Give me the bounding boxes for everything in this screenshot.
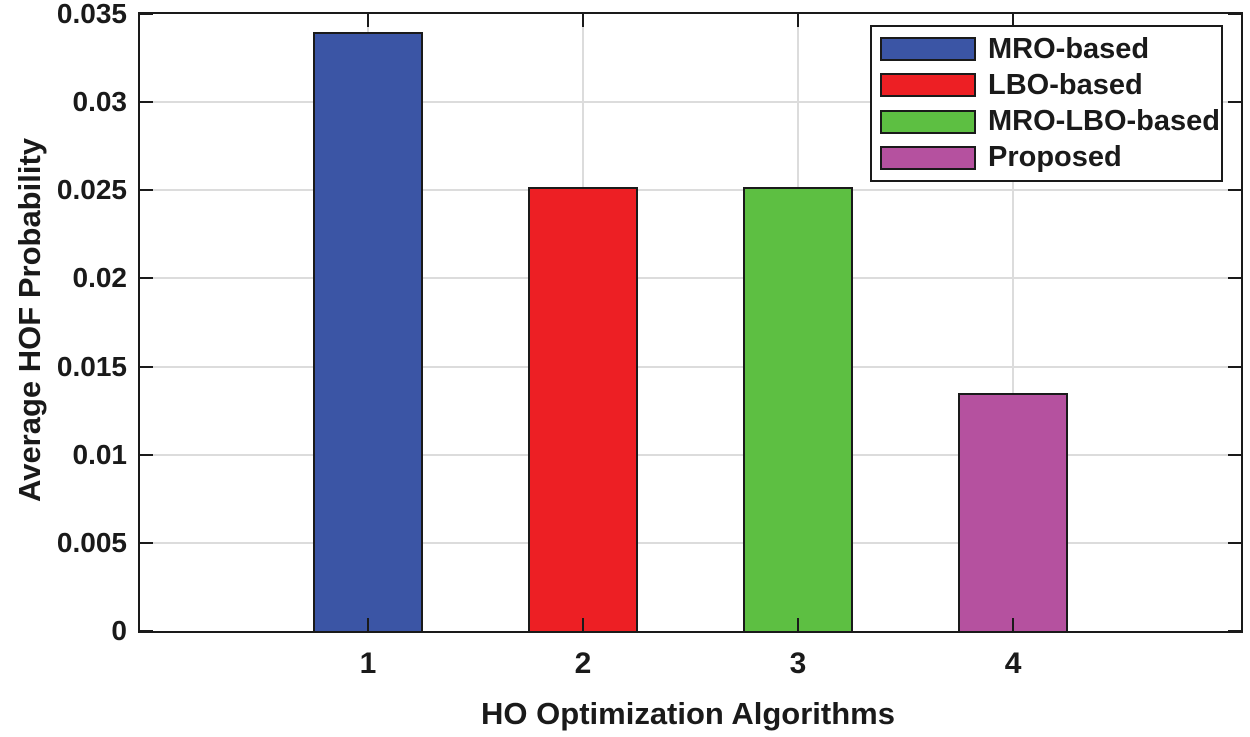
- legend-entry-mro-lbo-based: MRO-LBO-based: [880, 107, 1221, 136]
- legend-label: MRO-LBO-based: [988, 105, 1220, 138]
- y-tick-label: 0.03: [72, 86, 128, 118]
- y-tick-mark: [1228, 101, 1241, 104]
- legend-swatch-mro-lbo-based: [880, 109, 976, 134]
- y-tick-label: 0.01: [72, 438, 128, 470]
- y-tick-mark: [140, 630, 153, 632]
- y-tick-mark: [1228, 13, 1241, 15]
- h-gridline: [140, 453, 1241, 456]
- y-tick-label: 0: [111, 615, 127, 646]
- y-tick-mark: [140, 277, 153, 280]
- y-tick-label: 0.02: [72, 262, 128, 294]
- x-tick-mark: [797, 14, 800, 27]
- x-tick-mark: [797, 618, 800, 631]
- y-tick-mark: [1228, 630, 1241, 632]
- y-tick-label: 0.035: [56, 0, 127, 29]
- bar-lbo-based: [528, 186, 638, 631]
- legend-entry-proposed: Proposed: [880, 143, 1221, 172]
- y-tick-mark: [140, 101, 153, 104]
- h-gridline: [140, 277, 1241, 280]
- y-axis-label: Average HOF Probability: [12, 137, 47, 503]
- h-gridline: [140, 541, 1241, 544]
- y-tick-mark: [140, 13, 153, 15]
- y-tick-mark: [1228, 541, 1241, 544]
- x-tick-mark: [1012, 14, 1015, 27]
- h-gridline: [140, 189, 1241, 192]
- legend-label: LBO-based: [988, 68, 1143, 101]
- x-tick-label: 3: [789, 647, 807, 680]
- x-tick-mark: [581, 14, 584, 27]
- legend-swatch-mro-based: [880, 37, 976, 62]
- legend-entry-mro-based: MRO-based: [880, 32, 1221, 65]
- y-tick-mark: [1228, 189, 1241, 192]
- x-tick-mark: [366, 14, 369, 27]
- v-gridline: [1012, 14, 1015, 631]
- x-axis-label: HO Optimization Algorithms: [481, 696, 895, 731]
- bar-mro-based: [313, 31, 423, 631]
- x-tick-label: 4: [1004, 647, 1022, 680]
- legend-label: Proposed: [988, 141, 1122, 174]
- legend-swatch-lbo-based: [880, 73, 976, 98]
- y-tick-label: 0.005: [56, 526, 127, 558]
- y-tick-label: 0.025: [56, 174, 127, 206]
- y-tick-mark: [140, 453, 153, 456]
- bar-proposed: [958, 393, 1068, 631]
- y-tick-mark: [140, 189, 153, 192]
- y-tick-mark: [1228, 277, 1241, 280]
- bar-mro-lbo-based: [743, 186, 853, 631]
- x-tick-mark: [1012, 618, 1015, 631]
- y-tick-mark: [140, 365, 153, 368]
- x-tick-mark: [581, 618, 584, 631]
- legend-swatch-proposed: [880, 145, 976, 170]
- legend-entry-lbo-based: LBO-based: [880, 68, 1221, 101]
- h-gridline: [140, 365, 1241, 368]
- x-tick-label: 2: [574, 647, 592, 680]
- y-tick-mark: [1228, 453, 1241, 456]
- y-tick-label: 0.015: [56, 350, 127, 382]
- legend: MRO-based LBO-based MRO-LBO-based Proposed: [870, 25, 1223, 182]
- h-gridline: [140, 101, 1241, 104]
- y-tick-mark: [1228, 365, 1241, 368]
- x-tick-label: 1: [359, 647, 377, 680]
- legend-label: MRO-based: [988, 32, 1150, 65]
- y-tick-mark: [140, 541, 153, 544]
- x-tick-mark: [366, 618, 369, 631]
